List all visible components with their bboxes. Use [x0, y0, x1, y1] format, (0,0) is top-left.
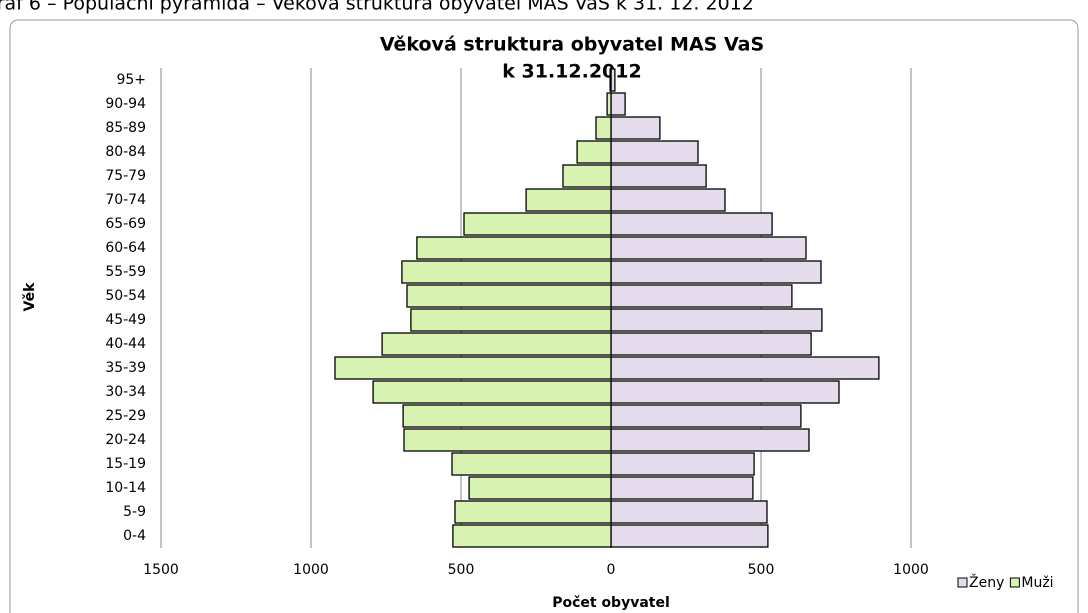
legend-label: Ženy	[969, 573, 1004, 591]
legend-swatch	[1009, 577, 1020, 588]
bar	[452, 524, 612, 548]
bar	[610, 476, 754, 500]
bar	[610, 236, 807, 260]
bar	[334, 356, 612, 380]
x-tick-label: 1000	[893, 562, 929, 578]
bar	[610, 308, 823, 332]
y-tick-label: 50-54	[105, 288, 146, 304]
bar	[610, 524, 769, 548]
x-tick-label: 500	[748, 562, 775, 578]
bar	[372, 380, 612, 404]
y-tick-label: 90-94	[105, 96, 146, 112]
bar	[610, 356, 880, 380]
bar	[610, 164, 707, 188]
caption: Graf 6 – Populační pyramida – Věková str…	[0, 0, 754, 15]
y-tick-label: 85-89	[105, 120, 146, 136]
y-tick-label: 20-24	[105, 432, 146, 448]
bar	[610, 116, 661, 140]
bar	[610, 212, 773, 236]
bar	[610, 92, 626, 116]
bar	[606, 92, 612, 116]
bar	[562, 164, 612, 188]
x-tick-label: 1500	[143, 562, 179, 578]
x-tick-label: 0	[607, 562, 616, 578]
bar	[610, 500, 768, 524]
bar	[381, 332, 612, 356]
bar	[576, 140, 612, 164]
bar	[403, 428, 612, 452]
y-tick-label: 70-74	[105, 192, 146, 208]
y-tick-label: 80-84	[105, 144, 146, 160]
bar	[525, 188, 612, 212]
x-tick-label: 1000	[293, 562, 329, 578]
bar	[410, 308, 612, 332]
bar	[468, 476, 612, 500]
bar	[610, 188, 726, 212]
bar	[610, 140, 699, 164]
bar	[610, 452, 755, 476]
y-tick-label: 95+	[116, 72, 146, 88]
bar	[406, 284, 612, 308]
y-tick-label: 35-39	[105, 360, 146, 376]
chart-title: k 31.12.2012	[502, 61, 641, 83]
y-tick-label: 10-14	[105, 480, 146, 496]
bar	[451, 452, 612, 476]
bar	[610, 332, 812, 356]
y-tick-label: 30-34	[105, 384, 146, 400]
y-tick-label: 60-64	[105, 240, 146, 256]
y-tick-label: 65-69	[105, 216, 146, 232]
y-axis-title: Věk	[22, 282, 38, 312]
x-axis-title: Počet obyvatel	[552, 595, 670, 611]
bar	[610, 260, 822, 284]
bar	[610, 284, 793, 308]
bar	[402, 404, 612, 428]
bar	[463, 212, 612, 236]
x-tick-label: 500	[448, 562, 475, 578]
y-tick-label: 25-29	[105, 408, 146, 424]
chart-border	[9, 19, 1079, 613]
legend-label: Muži	[1021, 575, 1053, 591]
y-tick-label: 5-9	[123, 504, 146, 520]
bar	[595, 116, 612, 140]
chart-title: Věková struktura obyvatel MAS VaS	[380, 34, 764, 56]
bar	[454, 500, 612, 524]
y-tick-label: 45-49	[105, 312, 146, 328]
bar	[610, 428, 810, 452]
bar	[416, 236, 612, 260]
bar	[401, 260, 612, 284]
bar	[610, 380, 840, 404]
y-tick-label: 55-59	[105, 264, 146, 280]
bar	[610, 404, 802, 428]
y-tick-label: 40-44	[105, 336, 146, 352]
y-tick-label: 75-79	[105, 168, 146, 184]
y-tick-label: 0-4	[123, 528, 146, 544]
legend-swatch	[957, 577, 968, 588]
y-tick-label: 15-19	[105, 456, 146, 472]
